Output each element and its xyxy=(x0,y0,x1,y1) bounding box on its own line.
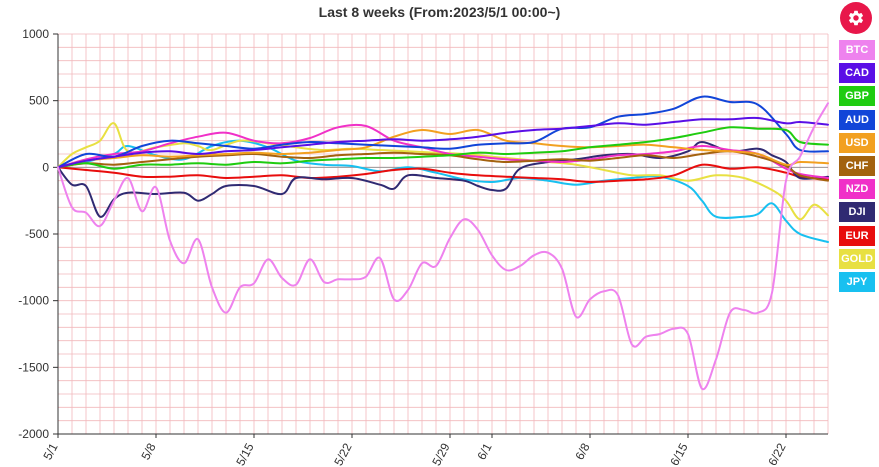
series-line-usd xyxy=(57,128,829,169)
x-tick-label: 5/15 xyxy=(233,441,256,467)
series-line-btc xyxy=(57,102,829,391)
settings-button[interactable] xyxy=(840,2,872,34)
series-line-gbp xyxy=(57,126,829,170)
legend-item-eur[interactable]: EUR xyxy=(839,225,875,246)
legend-item-cad[interactable]: CAD xyxy=(839,63,875,84)
axes xyxy=(53,33,828,438)
y-tick-label: 0 xyxy=(42,160,49,174)
x-tick-label: 6/22 xyxy=(765,441,788,467)
x-tick-label: 5/22 xyxy=(331,441,354,467)
y-tick-label: 500 xyxy=(29,94,49,108)
legend-item-chf[interactable]: CHF xyxy=(839,155,875,176)
series-line-jpy xyxy=(57,139,829,243)
legend: BTC CAD GBP AUD USD CHF NZD DJI EUR GOLD JPY xyxy=(839,40,875,295)
legend-item-dji[interactable]: DJI xyxy=(839,202,875,223)
x-tick-label: 6/1 xyxy=(474,441,494,463)
series-line-eur xyxy=(57,163,829,184)
x-tick-label: 5/29 xyxy=(429,441,452,467)
y-tick-label: -1000 xyxy=(18,294,49,308)
legend-item-jpy[interactable]: JPY xyxy=(839,271,875,292)
y-tick-label: -500 xyxy=(25,227,49,241)
legend-item-aud[interactable]: AUD xyxy=(839,109,875,130)
y-tick-label: -1500 xyxy=(18,360,49,374)
x-tick-labels: 5/1 5/8 5/15 5/22 5/29 6/1 6/8 6/15 6/22 xyxy=(40,441,788,467)
x-tick-label: 5/1 xyxy=(40,441,60,463)
series-lines xyxy=(57,95,829,391)
series-line-aud xyxy=(57,95,829,169)
legend-item-usd[interactable]: USD xyxy=(839,132,875,153)
series-line-nzd xyxy=(57,123,829,179)
legend-item-gold[interactable]: GOLD xyxy=(839,248,875,269)
y-tick-label: 1000 xyxy=(22,27,49,41)
legend-item-btc[interactable]: BTC xyxy=(839,40,875,60)
y-tick-label: -2000 xyxy=(18,427,49,441)
gear-icon xyxy=(848,10,864,26)
grid xyxy=(57,33,829,435)
legend-item-gbp[interactable]: GBP xyxy=(839,86,875,107)
x-tick-label: 6/8 xyxy=(572,441,592,463)
chart-title: Last 8 weeks (From:2023/5/1 00:00~) xyxy=(318,4,561,20)
x-tick-label: 5/8 xyxy=(138,441,158,463)
series-line-cad xyxy=(57,116,829,169)
y-tick-labels: 1000 500 0 -500 -1000 -1500 -2000 xyxy=(18,27,49,441)
legend-item-nzd[interactable]: NZD xyxy=(839,179,875,200)
x-tick-label: 6/15 xyxy=(667,441,690,467)
